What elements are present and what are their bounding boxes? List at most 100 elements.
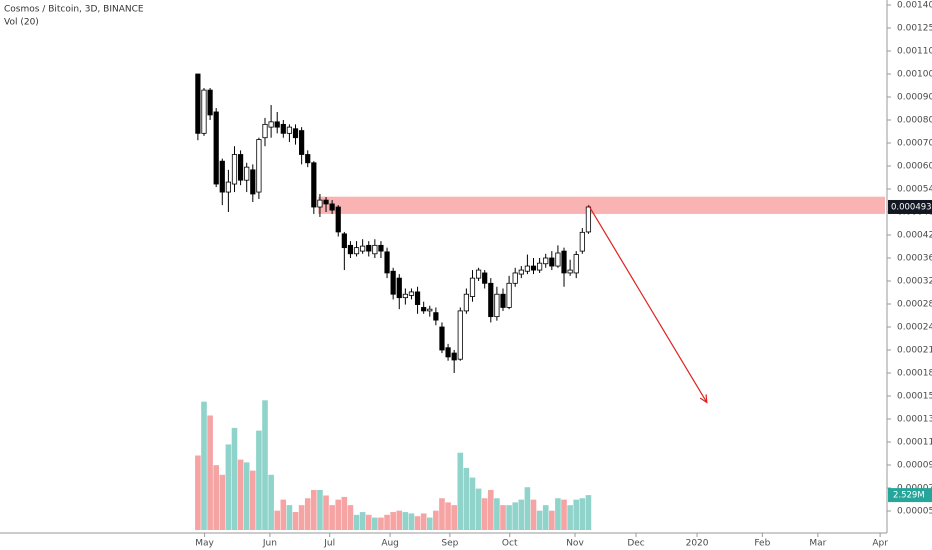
volume-bar xyxy=(469,477,476,530)
volume-bar xyxy=(213,465,219,530)
volume-bar xyxy=(329,505,335,530)
volume-bar xyxy=(280,499,287,530)
y-tick-label: 0.0005400 xyxy=(897,185,932,195)
volume-bar xyxy=(323,495,329,530)
candle-body xyxy=(524,265,531,272)
candle-body xyxy=(244,166,250,181)
y-tick-label: 0.0000590 xyxy=(897,507,932,517)
y-tick-label: 0.0003600 xyxy=(897,254,932,264)
volume-bar xyxy=(439,498,445,530)
x-tick-label: Jun xyxy=(262,539,277,549)
volume-bar xyxy=(372,517,378,530)
volume-bar xyxy=(579,498,586,530)
volume-bar xyxy=(487,489,494,530)
candle-body xyxy=(317,199,323,208)
candle-body xyxy=(414,291,421,305)
candle-body xyxy=(463,293,469,312)
candle-body xyxy=(500,293,506,308)
candle-body xyxy=(231,154,238,185)
last-price-label: 0.0004931 xyxy=(891,202,932,212)
candle-body xyxy=(225,181,231,193)
candle-body xyxy=(530,265,537,271)
candle-body xyxy=(427,308,433,312)
candle-body xyxy=(457,310,463,360)
volume-bar xyxy=(231,427,238,530)
x-tick-label: May xyxy=(195,539,214,549)
candle-body xyxy=(299,130,305,155)
candle-body xyxy=(488,282,494,318)
volume-bar xyxy=(311,489,317,530)
candle-body xyxy=(585,206,592,233)
candle-body xyxy=(506,282,512,308)
y-tick-label: 0.0006000 xyxy=(897,162,932,172)
candle-body xyxy=(384,251,390,274)
volume-bar xyxy=(262,400,268,530)
y-tick-label: 0.0012500 xyxy=(897,24,932,34)
candle-body xyxy=(537,262,543,271)
candle-body xyxy=(561,250,567,274)
candle-body xyxy=(445,347,451,358)
candle-body xyxy=(353,247,360,255)
x-tick-label: Nov xyxy=(566,539,584,549)
volume-bar xyxy=(518,499,525,530)
volume-bar xyxy=(219,474,226,530)
candle-body xyxy=(469,277,476,297)
volume-bar xyxy=(201,401,207,530)
y-tick-label: 0.0007000 xyxy=(897,139,932,149)
volume-bar xyxy=(542,505,549,530)
candle-body xyxy=(286,126,293,134)
candle-body xyxy=(195,73,201,134)
candle-body xyxy=(329,203,335,211)
volume-bar xyxy=(500,505,506,530)
volume-bar xyxy=(286,505,293,530)
y-tick-label: 0.0002800 xyxy=(897,300,932,310)
volume-bar xyxy=(536,510,543,530)
candle-body xyxy=(292,128,299,139)
last-price-box xyxy=(888,199,932,214)
volume-bar xyxy=(378,517,384,530)
volume-bar xyxy=(341,496,348,530)
candle-body xyxy=(402,293,408,299)
candle-body xyxy=(237,154,244,181)
volume-bar xyxy=(317,489,323,530)
x-tick-label: Feb xyxy=(754,539,770,549)
y-tick-label: 0.0000900 xyxy=(897,461,932,471)
y-tick-label: 0.0008000 xyxy=(897,116,932,126)
volume-bar xyxy=(445,502,451,530)
volume-bar xyxy=(335,499,342,530)
y-tick-label: 0.0001100 xyxy=(897,438,932,448)
candle-body xyxy=(567,269,573,274)
y-tick-label: 0.0002400 xyxy=(897,323,932,333)
volume-bar xyxy=(481,498,488,530)
volume-bar xyxy=(433,510,439,530)
candle-body xyxy=(555,252,561,267)
candle-body xyxy=(494,293,500,318)
volume-bar xyxy=(274,510,281,530)
candle-body xyxy=(378,244,384,252)
y-tick-label: 0.0002100 xyxy=(897,346,932,356)
candle-body xyxy=(512,272,518,284)
x-tick-label: Jul xyxy=(323,539,335,549)
candle-body xyxy=(543,257,549,265)
arrow-head xyxy=(699,394,708,404)
candle-body xyxy=(323,199,329,205)
volume-bar xyxy=(292,512,299,530)
candle-body xyxy=(201,89,207,134)
volume-bar xyxy=(225,444,232,530)
last-volume-label: 2.529M xyxy=(893,491,925,501)
x-tick-label: Dec xyxy=(627,539,644,549)
volume-bar xyxy=(475,488,482,530)
candle-body xyxy=(207,89,213,116)
volume-bar xyxy=(402,512,409,530)
volume-bar xyxy=(567,505,573,530)
volume-bar xyxy=(414,516,421,530)
y-tick-label: 0.0014000 xyxy=(897,1,932,11)
candle-body xyxy=(250,169,256,195)
candle-body xyxy=(433,312,439,321)
volume-bar xyxy=(237,459,244,530)
volume-bar xyxy=(353,514,360,530)
candle-body xyxy=(311,162,317,208)
volume-bar xyxy=(207,415,213,530)
volume-bar xyxy=(463,467,470,530)
